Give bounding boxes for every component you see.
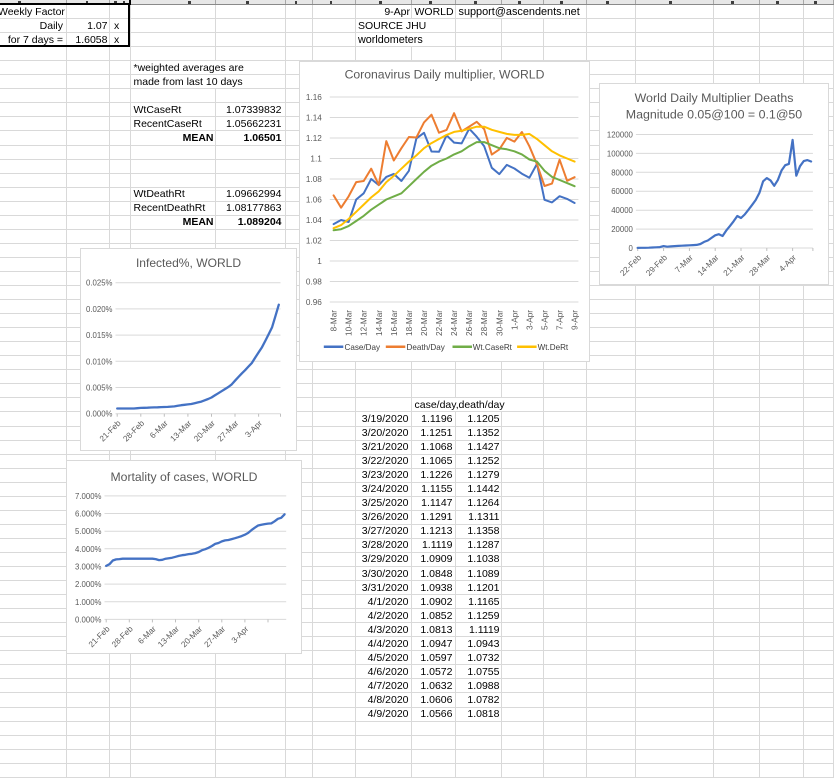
svg-text:26-Mar: 26-Mar: [465, 310, 474, 336]
svg-text:120000: 120000: [607, 131, 634, 140]
svg-text:Infected%, WORLD: Infected%, WORLD: [136, 256, 241, 270]
svg-text:1.12: 1.12: [306, 134, 322, 143]
svg-text:0.025%: 0.025%: [86, 279, 113, 288]
svg-text:4.000%: 4.000%: [75, 545, 102, 554]
svg-text:Coronavirus Daily multiplier,: Coronavirus Daily multiplier, WORLD: [345, 68, 545, 82]
svg-text:3.000%: 3.000%: [75, 563, 102, 572]
svg-text:14-Mar: 14-Mar: [696, 253, 721, 278]
svg-text:1.08: 1.08: [306, 175, 322, 184]
svg-text:1.1: 1.1: [310, 155, 322, 164]
svg-text:100000: 100000: [607, 149, 634, 158]
svg-text:21-Feb: 21-Feb: [98, 418, 123, 443]
svg-text:4-Apr: 4-Apr: [777, 253, 798, 274]
svg-text:16-Mar: 16-Mar: [390, 310, 399, 336]
svg-text:27-Mar: 27-Mar: [216, 419, 241, 444]
svg-text:Wt.DeRt: Wt.DeRt: [538, 343, 569, 352]
svg-text:28-Feb: 28-Feb: [110, 624, 135, 649]
svg-text:20000: 20000: [611, 225, 633, 234]
svg-text:9-Apr: 9-Apr: [571, 310, 580, 330]
svg-text:1-Apr: 1-Apr: [510, 310, 519, 330]
svg-text:Death/Day: Death/Day: [407, 343, 446, 352]
svg-text:7.000%: 7.000%: [75, 492, 102, 501]
svg-text:13-Mar: 13-Mar: [156, 624, 181, 649]
svg-text:22-Mar: 22-Mar: [435, 310, 444, 336]
svg-text:Wt.CaseRt: Wt.CaseRt: [473, 343, 513, 352]
svg-text:8-Mar: 8-Mar: [330, 310, 339, 332]
svg-text:0.96: 0.96: [306, 298, 322, 307]
svg-text:6-Mar: 6-Mar: [148, 419, 170, 441]
svg-text:28-Mar: 28-Mar: [748, 253, 773, 278]
svg-text:6.000%: 6.000%: [75, 510, 102, 519]
svg-text:21-Feb: 21-Feb: [87, 624, 112, 649]
svg-text:0.98: 0.98: [306, 278, 322, 287]
svg-text:3-Apr: 3-Apr: [230, 624, 251, 645]
svg-text:World Daily Multiplier Deaths: World Daily Multiplier Deaths: [635, 91, 794, 105]
svg-text:0.000%: 0.000%: [86, 410, 113, 419]
svg-text:1: 1: [317, 257, 322, 266]
svg-text:5-Apr: 5-Apr: [541, 310, 550, 330]
svg-text:0: 0: [629, 244, 634, 253]
svg-text:13-Mar: 13-Mar: [169, 419, 194, 444]
svg-text:1.000%: 1.000%: [75, 598, 102, 607]
svg-text:14-Mar: 14-Mar: [375, 310, 384, 336]
svg-text:Mortality of cases, WORLD: Mortality of cases, WORLD: [111, 470, 258, 484]
svg-text:1.14: 1.14: [306, 114, 322, 123]
svg-text:0.005%: 0.005%: [86, 384, 113, 393]
svg-text:0.015%: 0.015%: [86, 331, 113, 340]
svg-text:1.06: 1.06: [306, 196, 322, 205]
svg-text:21-Mar: 21-Mar: [722, 253, 747, 278]
svg-text:80000: 80000: [611, 168, 633, 177]
svg-text:10-Mar: 10-Mar: [345, 310, 354, 336]
svg-text:0.000%: 0.000%: [75, 615, 102, 624]
svg-text:3-Apr: 3-Apr: [525, 310, 534, 330]
svg-text:3-Apr: 3-Apr: [243, 419, 264, 440]
svg-text:7-Mar: 7-Mar: [673, 253, 695, 275]
svg-text:2.000%: 2.000%: [75, 580, 102, 589]
svg-text:27-Mar: 27-Mar: [203, 624, 228, 649]
svg-text:1.04: 1.04: [306, 216, 322, 225]
svg-text:30-Mar: 30-Mar: [495, 310, 504, 336]
svg-text:20-Mar: 20-Mar: [179, 624, 204, 649]
svg-text:24-Mar: 24-Mar: [450, 310, 459, 336]
svg-text:12-Mar: 12-Mar: [360, 310, 369, 336]
svg-text:Case/Day: Case/Day: [345, 343, 381, 352]
svg-text:22-Feb: 22-Feb: [618, 253, 643, 278]
svg-text:Magnitude 0.05@100 = 0.1@50: Magnitude 0.05@100 = 0.1@50: [626, 108, 802, 122]
svg-text:20-Mar: 20-Mar: [420, 310, 429, 336]
svg-text:0.010%: 0.010%: [86, 357, 113, 366]
svg-text:6-Mar: 6-Mar: [136, 624, 158, 646]
svg-text:5.000%: 5.000%: [75, 527, 102, 536]
svg-text:0.020%: 0.020%: [86, 305, 113, 314]
svg-text:7-Apr: 7-Apr: [556, 310, 565, 330]
svg-text:40000: 40000: [611, 206, 633, 215]
svg-text:29-Feb: 29-Feb: [644, 253, 669, 278]
svg-text:60000: 60000: [611, 187, 633, 196]
svg-text:1.16: 1.16: [306, 93, 322, 102]
svg-text:28-Feb: 28-Feb: [121, 418, 146, 443]
svg-text:1.02: 1.02: [306, 237, 322, 246]
svg-text:20-Mar: 20-Mar: [192, 419, 217, 444]
svg-text:28-Mar: 28-Mar: [480, 310, 489, 336]
svg-text:18-Mar: 18-Mar: [405, 310, 414, 336]
